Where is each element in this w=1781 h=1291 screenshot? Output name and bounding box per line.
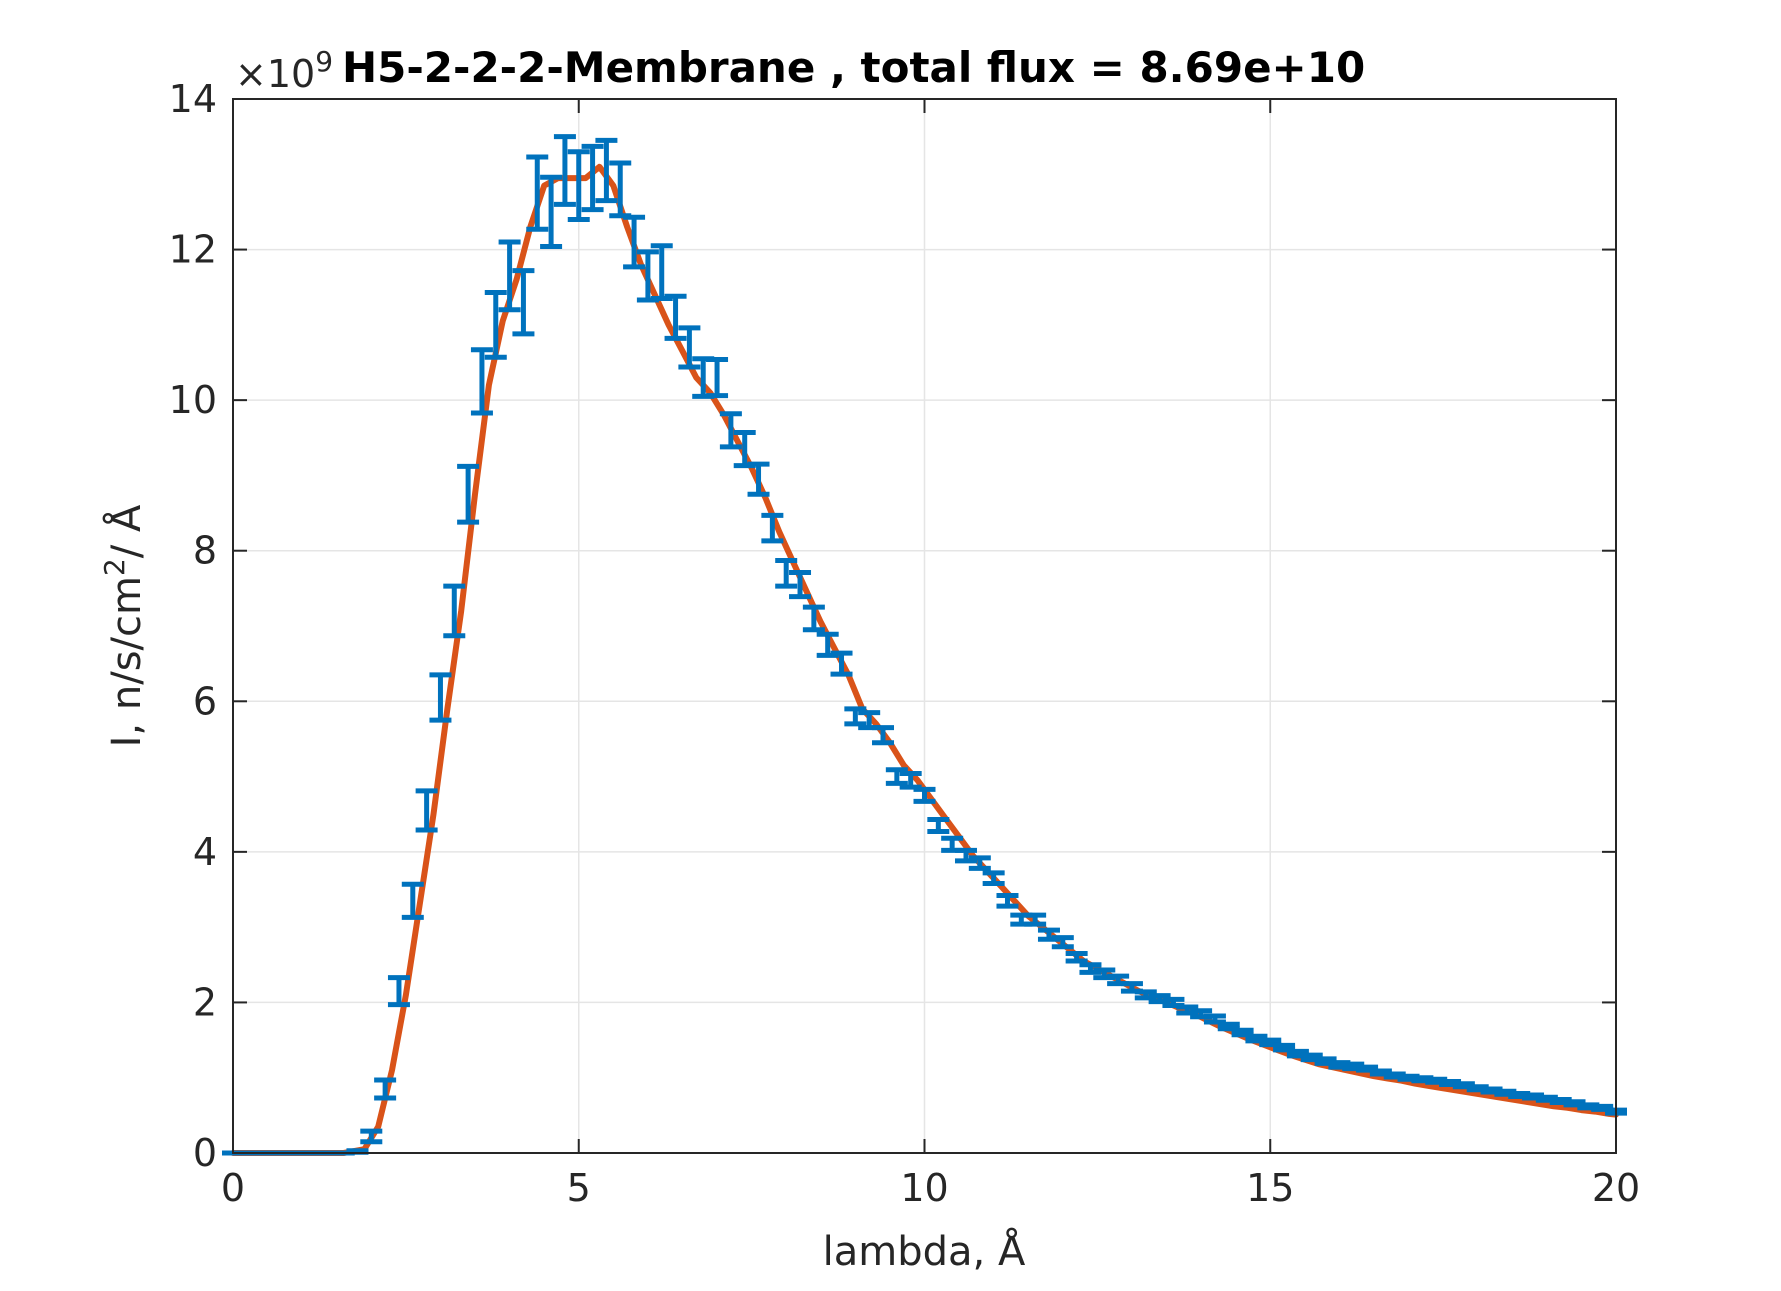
errorbar: [595, 137, 618, 204]
errorbar: [775, 558, 798, 589]
errorbar: [706, 356, 729, 399]
errorbar: [484, 289, 507, 360]
errorbar: [457, 463, 480, 525]
y-tick-label: 4: [193, 830, 217, 874]
errorbar: [996, 893, 1019, 909]
x-tick-label: 20: [1592, 1166, 1640, 1210]
errorbar: [498, 239, 521, 313]
errorbar: [1024, 912, 1047, 927]
x-axis-label: lambda, Å: [823, 1227, 1026, 1275]
errorbar: [401, 881, 424, 920]
errorbar: [789, 570, 812, 600]
y-exponent-power: 9: [315, 45, 333, 78]
errorbar: [374, 1077, 397, 1101]
errorbar: [802, 604, 825, 633]
x-tick-labels: 0 5 10 15 20: [221, 1166, 1640, 1210]
y-exponent: ×109: [235, 45, 333, 96]
y-exponent-prefix: ×10: [235, 52, 315, 96]
y-tick-label: 8: [193, 529, 217, 573]
errorbar: [581, 143, 604, 213]
y-axis-label-sup: 2: [98, 558, 131, 576]
errorbar: [761, 512, 784, 544]
errorbar: [1065, 950, 1088, 964]
errorbar: [540, 174, 563, 250]
y-axis-label: I, n/s/cm2/ Å: [98, 504, 150, 747]
errorbar: [885, 767, 908, 786]
x-tick-label: 0: [221, 1166, 245, 1210]
y-tick-label: 10: [169, 378, 217, 422]
y-tick-label: 14: [169, 77, 217, 121]
errorbar: [954, 847, 977, 864]
y-axis-label-base: I, n/s/cm: [104, 576, 150, 747]
y-tick-label: 0: [193, 1131, 217, 1175]
errorbar: [968, 855, 991, 871]
errorbar: [830, 650, 853, 677]
errorbar: [719, 411, 742, 450]
errorbar: [387, 975, 410, 1008]
errorbar: [844, 706, 867, 727]
errorbar: [553, 134, 576, 207]
errorbar: [415, 788, 438, 833]
errorbar: [360, 1128, 383, 1145]
errorbar: [470, 347, 493, 416]
errorbar: [664, 293, 687, 341]
errorbar: [526, 154, 549, 232]
errorbar: [747, 461, 770, 497]
errorbar: [1051, 935, 1074, 950]
errorbar: [872, 725, 895, 746]
y-tick-label: 2: [193, 980, 217, 1024]
grid: [233, 99, 1616, 1153]
x-tick-label: 5: [567, 1166, 591, 1210]
x-tick-label: 10: [900, 1166, 948, 1210]
errorbar: [567, 149, 590, 222]
errorbar: [913, 786, 936, 804]
errorbar: [982, 870, 1005, 886]
errorbar: [429, 672, 452, 723]
x-tick-label: 15: [1246, 1166, 1294, 1210]
y-tick-label: 12: [169, 228, 217, 272]
chart-title: H5-2-2-2-Membrane , total flux = 8.69e+1…: [342, 43, 1365, 92]
errorbar: [512, 268, 535, 337]
errorbar: [443, 583, 466, 639]
y-axis-label-tail: / Å: [102, 504, 150, 558]
errorbar: [623, 214, 646, 270]
axis-ticks: [232, 98, 1617, 1154]
errorbar: [927, 816, 950, 835]
errorbar: [678, 325, 701, 370]
y-tick-label: 6: [193, 679, 217, 723]
y-tick-labels: 0 2 4 6 8 10 12 14: [169, 77, 217, 1175]
